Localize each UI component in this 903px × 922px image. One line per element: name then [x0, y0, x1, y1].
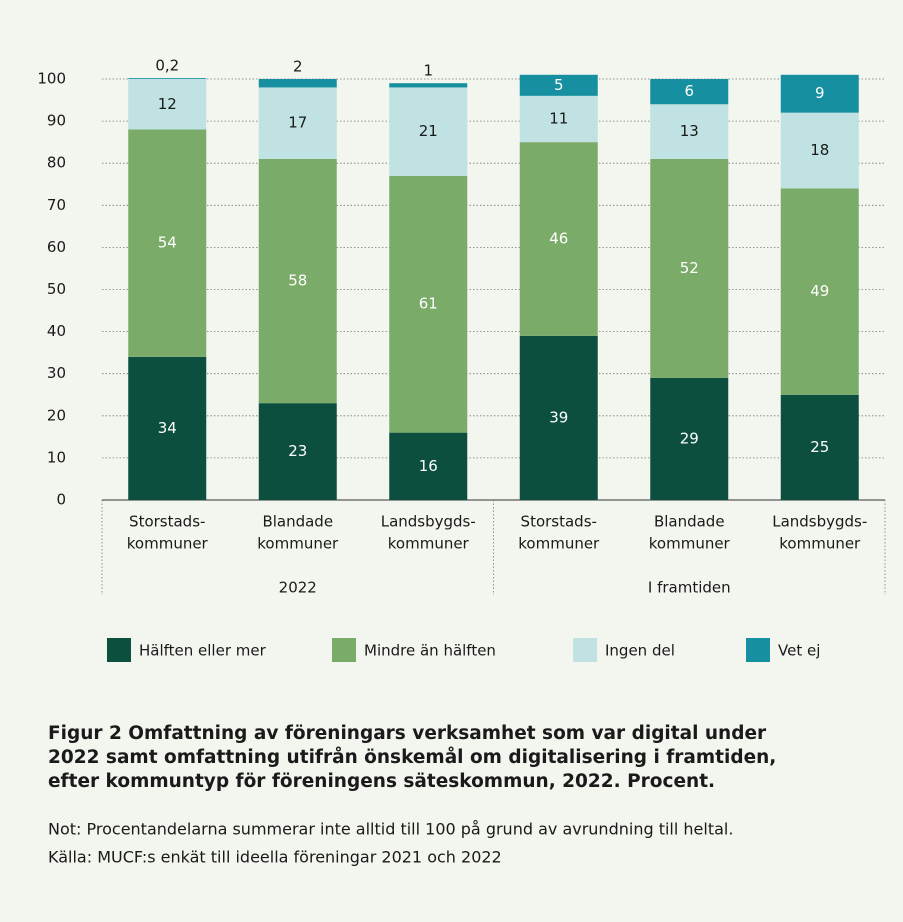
- y-tick-label: 80: [47, 154, 66, 172]
- data-label: 5: [554, 76, 564, 94]
- bar-segment: [519, 142, 598, 336]
- legend-swatch: [746, 638, 770, 662]
- x-tick-label: kommuner: [127, 535, 209, 553]
- legend-swatch: [107, 638, 131, 662]
- legend-label: Ingen del: [605, 642, 675, 660]
- data-label: 9: [815, 84, 825, 102]
- bar-segment: [780, 74, 859, 113]
- y-tick-label: 60: [47, 238, 66, 256]
- data-label: 52: [680, 259, 699, 277]
- bar-segment: [389, 432, 468, 500]
- x-tick-label: kommuner: [518, 535, 600, 553]
- data-label: 61: [419, 295, 438, 313]
- data-label: 6: [684, 82, 694, 100]
- y-tick-label: 50: [47, 280, 66, 298]
- bar-segment: [258, 79, 337, 88]
- legend-label: Vet ej: [778, 642, 820, 660]
- data-label: 2: [293, 58, 303, 76]
- data-label: 12: [158, 95, 177, 113]
- bar-segment: [519, 335, 598, 500]
- bar-segment: [258, 403, 337, 500]
- legend-swatch: [332, 638, 356, 662]
- x-tick-label: Landsbygds-: [772, 513, 867, 531]
- bar-segment: [519, 95, 598, 143]
- caption-title: 2022 samt omfattning utifrån önskemål om…: [48, 746, 776, 768]
- bar-segment: [389, 175, 468, 433]
- x-tick-label: Blandade: [262, 513, 333, 531]
- bar-segment: [128, 78, 207, 79]
- bar-segment: [650, 79, 729, 105]
- x-tick-label: kommuner: [649, 535, 731, 553]
- legend-label: Hälften eller mer: [139, 642, 267, 660]
- data-label: 18: [810, 141, 829, 159]
- bar-segment: [128, 356, 207, 500]
- caption-note: Not: Procentandelarna summerar inte allt…: [48, 820, 733, 839]
- group-label: I framtiden: [648, 579, 731, 597]
- y-tick-label: 0: [56, 491, 66, 509]
- bar-segment: [650, 377, 729, 500]
- bar-segment: [389, 87, 468, 176]
- x-tick-label: Storstads-: [129, 513, 205, 531]
- bar-segment: [519, 74, 598, 96]
- data-label: 54: [158, 234, 177, 252]
- caption-title: efter kommuntyp för föreningens säteskom…: [48, 771, 715, 792]
- x-tick-label: kommuner: [388, 535, 470, 553]
- y-tick-label: 10: [47, 448, 66, 466]
- bar-segment: [650, 104, 729, 159]
- data-label: 13: [680, 122, 699, 140]
- x-tick-label: Storstads-: [521, 513, 597, 531]
- bar-segment: [128, 79, 207, 130]
- data-label: 25: [810, 438, 829, 456]
- bar-segment: [650, 158, 729, 378]
- data-label: 1: [423, 62, 433, 80]
- group-label: 2022: [279, 579, 317, 597]
- bar-segment: [780, 394, 859, 500]
- bar-segment: [258, 158, 337, 404]
- data-label: 23: [288, 442, 307, 460]
- x-tick-label: kommuner: [779, 535, 861, 553]
- bar-segment: [128, 129, 207, 357]
- bar-segment: [780, 112, 859, 189]
- data-label: 34: [158, 419, 177, 437]
- x-tick-label: kommuner: [257, 535, 339, 553]
- data-label: 39: [549, 408, 568, 426]
- y-tick-label: 30: [47, 364, 66, 382]
- y-tick-label: 70: [47, 196, 66, 214]
- y-tick-label: 100: [37, 70, 66, 88]
- bar-segment: [258, 87, 337, 159]
- data-label: 49: [810, 282, 829, 300]
- x-tick-label: Blandade: [654, 513, 725, 531]
- caption-title: Figur 2 Omfattning av föreningars verksa…: [48, 723, 767, 744]
- data-label: 0,2: [155, 57, 179, 75]
- data-label: 16: [419, 457, 438, 475]
- data-label: 46: [549, 229, 568, 247]
- data-label: 21: [419, 122, 438, 140]
- caption-source: Källa: MUCF:s enkät till ideella förenin…: [48, 848, 502, 867]
- y-tick-label: 90: [47, 112, 66, 130]
- data-label: 29: [680, 429, 699, 447]
- data-label: 58: [288, 272, 307, 290]
- data-label: 17: [288, 114, 307, 132]
- y-tick-label: 20: [47, 406, 66, 424]
- legend-label: Mindre än hälften: [364, 642, 496, 660]
- y-tick-label: 40: [47, 322, 66, 340]
- bar-segment: [780, 188, 859, 395]
- bar-segment: [389, 83, 468, 88]
- x-tick-label: Landsbygds-: [381, 513, 476, 531]
- data-label: 11: [549, 109, 568, 127]
- legend-swatch: [573, 638, 597, 662]
